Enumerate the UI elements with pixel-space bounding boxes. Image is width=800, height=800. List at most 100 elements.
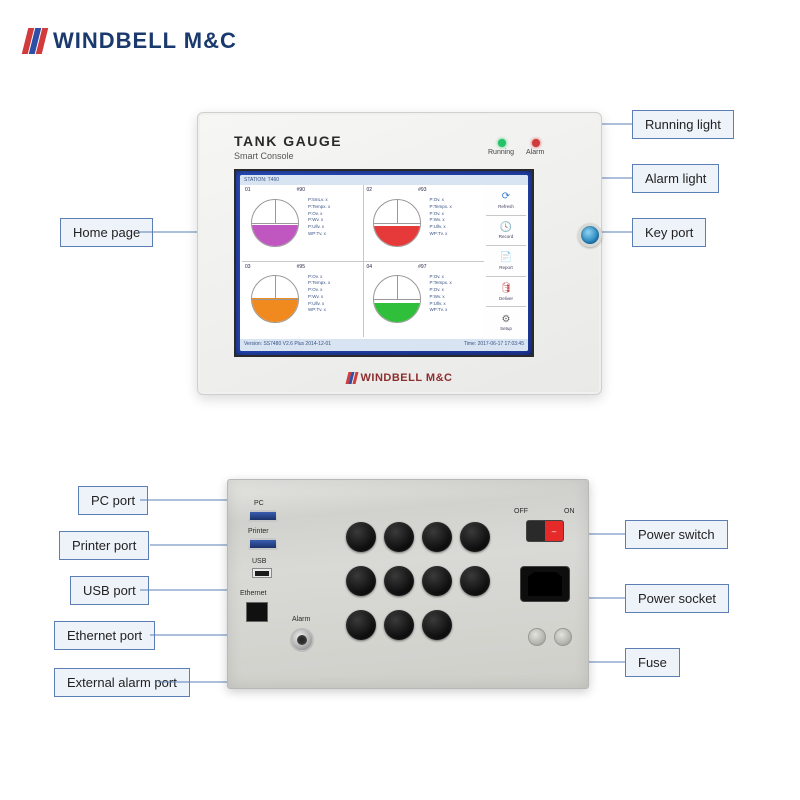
footer-right: Time: 2017-06-17 17:03:45 <box>464 341 524 349</box>
footer-left: Version: SS7480 V2.6 Plus 2014-12-01 <box>244 341 331 349</box>
tank-id: 01 <box>245 187 251 193</box>
brand-name: WINDBELL M&C <box>53 28 237 54</box>
panel-brand-text: WINDBELL M&C <box>361 372 453 384</box>
side-btn-label: Deliver <box>499 296 513 301</box>
panel-subtitle: Smart Console <box>234 151 342 161</box>
cable-gland-10[interactable] <box>384 610 414 640</box>
callout-printer-port: Printer port <box>59 531 149 560</box>
refresh-icon: ⟳ <box>499 191 513 203</box>
pc-port[interactable] <box>248 510 278 522</box>
tank-cell-04[interactable]: 04 #97 P:Ov. xP:Tempx. xP:Ov. xP:Wv. xP:Ul… <box>364 262 485 338</box>
cable-gland-9[interactable] <box>346 610 376 640</box>
tank-fill <box>252 225 298 246</box>
screen-content: STATION: T460 01#90P:5mLv. xP:Tempx. xP:… <box>240 175 528 351</box>
callout-fuse: Fuse <box>625 648 680 677</box>
setup-icon: ⚙ <box>499 313 513 325</box>
ethernet-port[interactable] <box>246 602 268 622</box>
side-btn-label: Report <box>499 265 513 270</box>
lbl-on: ON <box>564 508 575 515</box>
tank-id: 04 <box>367 264 373 270</box>
tank-fill <box>374 303 420 322</box>
callout-alarm-light: Alarm light <box>632 164 719 193</box>
tank-viz: 02 #93 <box>364 185 430 261</box>
tank-grid: 01#90P:5mLv. xP:Tempx. xP:Ov. xP:Wv. xP:… <box>242 185 484 337</box>
cable-gland-1[interactable] <box>346 522 376 552</box>
side-btn-label: Refresh <box>498 204 514 209</box>
touchscreen[interactable]: STATION: T460 01#90P:5mLv. xP:Tempx. xP:… <box>234 169 534 357</box>
tank-id: 03 <box>245 264 251 270</box>
tank-circle <box>251 199 299 247</box>
tank-id: 02 <box>367 187 373 193</box>
front-panel: TANK GAUGE Smart Console Running Alarm S… <box>197 112 602 395</box>
side-btn-setup[interactable]: ⚙Setup <box>486 307 526 337</box>
alarm-led <box>532 139 540 147</box>
tank-cell-02[interactable]: 02 #93 P:Ov. xP:Tempx. xP:Ov. xP:Wv. xP:Ul… <box>364 185 485 261</box>
tank-data: P:Ov. xP:Tempx. xP:Ov. xP:Wv. xP:Ullv. x… <box>308 262 363 338</box>
power-switch[interactable]: – <box>526 520 564 542</box>
status-left: STATION: T460 <box>244 177 279 183</box>
power-socket[interactable] <box>520 566 570 602</box>
cable-gland-3[interactable] <box>422 522 452 552</box>
logo-mark <box>25 28 45 54</box>
cable-gland-8[interactable] <box>460 566 490 596</box>
side-btn-label: Setup <box>500 326 512 331</box>
key-port[interactable] <box>578 223 602 247</box>
lbl-eth: Ethernet <box>240 590 266 597</box>
cable-gland-11[interactable] <box>422 610 452 640</box>
callout-ext-alarm: External alarm port <box>54 668 190 697</box>
deliver-icon: 🛢 <box>499 283 513 295</box>
running-led-label: Running <box>488 149 514 156</box>
lbl-off: OFF <box>514 508 528 515</box>
callout-power-switch: Power switch <box>625 520 728 549</box>
tank-oil: #90 <box>297 187 305 193</box>
callout-ethernet-port: Ethernet port <box>54 621 155 650</box>
side-btn-report[interactable]: 📄Report <box>486 246 526 276</box>
running-led <box>498 139 506 147</box>
report-icon: 📄 <box>499 252 513 264</box>
footer-bar: Version: SS7480 V2.6 Plus 2014-12-01 Tim… <box>240 339 528 351</box>
tank-circle <box>373 275 421 323</box>
alarm-led-label: Alarm <box>526 149 544 156</box>
side-btn-record[interactable]: 🕓Record <box>486 216 526 246</box>
callout-pc-port: PC port <box>78 486 148 515</box>
rear-panel: PC Printer USB Ethernet Alarm OFF ON – <box>227 479 589 689</box>
tank-fill <box>252 298 298 322</box>
cable-gland-5[interactable] <box>346 566 376 596</box>
usb-port[interactable] <box>252 568 272 578</box>
side-btn-refresh[interactable]: ⟳Refresh <box>486 185 526 215</box>
tank-viz: 01 #90 <box>242 185 308 261</box>
cable-gland-6[interactable] <box>384 566 414 596</box>
side-btn-deliver[interactable]: 🛢Deliver <box>486 277 526 307</box>
tank-cell-01[interactable]: 01#90P:5mLv. xP:Tempx. xP:Ov. xP:Wv. xP:… <box>242 185 363 261</box>
panel-brand: WINDBELL M&C <box>198 372 601 384</box>
panel-title: TANK GAUGE <box>234 133 342 149</box>
tank-circle <box>373 199 421 247</box>
lbl-printer: Printer <box>248 528 269 535</box>
alarm-port[interactable] <box>290 628 314 652</box>
status-bar: STATION: T460 <box>240 175 528 185</box>
cable-gland-4[interactable] <box>460 522 490 552</box>
tank-oil: #93 <box>418 187 426 193</box>
fuse-2[interactable] <box>554 628 572 646</box>
cable-gland-2[interactable] <box>384 522 414 552</box>
tank-circle <box>251 275 299 323</box>
tank-oil: #97 <box>418 264 426 270</box>
tank-viz: 03 #95 <box>242 262 308 338</box>
tank-viz: 04 #97 <box>364 262 430 338</box>
callout-power-socket: Power socket <box>625 584 729 613</box>
printer-port[interactable] <box>248 538 278 550</box>
brand-header: WINDBELL M&C <box>25 28 237 54</box>
callout-home-page: Home page <box>60 218 153 247</box>
tank-oil: #95 <box>297 264 305 270</box>
tank-data: P:Ov. xP:Tempx. xP:Ov. xP:Wv. xP:Ullv. x… <box>430 185 485 261</box>
tank-fill <box>374 226 420 246</box>
cable-gland-7[interactable] <box>422 566 452 596</box>
tank-data: P:Ov. xP:Tempx. xP:Ov. xP:Wv. xP:Ullv. x… <box>430 262 485 338</box>
callout-running-light: Running light <box>632 110 734 139</box>
callout-usb-port: USB port <box>70 576 149 605</box>
callout-key-port: Key port <box>632 218 706 247</box>
mini-logo <box>347 372 357 384</box>
tank-cell-03[interactable]: 03 #95P:Ov. xP:Tempx. xP:Ov. xP:Wv. xP:Ul… <box>242 262 363 338</box>
fuse-1[interactable] <box>528 628 546 646</box>
record-icon: 🕓 <box>499 221 513 233</box>
